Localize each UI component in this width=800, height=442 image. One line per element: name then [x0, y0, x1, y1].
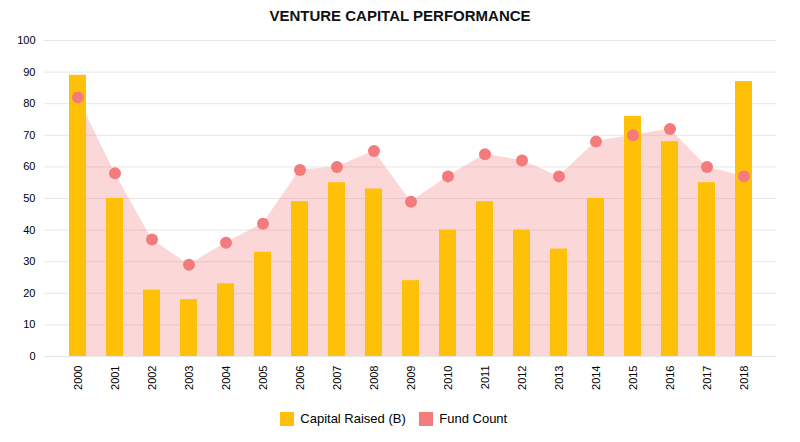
svg-text:60: 60: [23, 160, 35, 172]
svg-text:50: 50: [23, 192, 35, 204]
html-text:Fund Count: Fund Count: [439, 411, 508, 426]
svg-text:2006: 2006: [294, 366, 306, 390]
svg-text:2017: 2017: [701, 366, 713, 390]
svg-text:2005: 2005: [257, 366, 269, 390]
svg-text:2009: 2009: [405, 366, 417, 390]
svg-text:2003: 2003: [183, 366, 195, 390]
html-text:VENTURE CAPITAL PERFORMANCE: VENTURE CAPITAL PERFORMANCE: [269, 7, 531, 24]
svg-text:2007: 2007: [331, 366, 343, 390]
svg-text:2011: 2011: [479, 366, 491, 390]
svg-text:0: 0: [29, 350, 35, 362]
svg-text:2014: 2014: [590, 366, 602, 390]
svg-text:2002: 2002: [146, 366, 158, 390]
svg-text:2016: 2016: [664, 366, 676, 390]
svg-text:2018: 2018: [738, 366, 750, 390]
svg-text:80: 80: [23, 97, 35, 109]
svg-text:100: 100: [17, 34, 35, 46]
svg-text:2008: 2008: [368, 366, 380, 390]
svg-text:70: 70: [23, 129, 35, 141]
svg-text:20: 20: [23, 287, 35, 299]
svg-text:2010: 2010: [442, 366, 454, 390]
svg-text:10: 10: [23, 318, 35, 330]
svg-text:2000: 2000: [72, 366, 84, 390]
svg-text:2001: 2001: [109, 366, 121, 390]
svg-text:2012: 2012: [516, 366, 528, 390]
html-text:Capital Raised (B): Capital Raised (B): [300, 411, 406, 426]
svg-text:40: 40: [23, 224, 35, 236]
svg-text:2004: 2004: [220, 366, 232, 390]
svg-text:2013: 2013: [553, 366, 565, 390]
svg-text:90: 90: [23, 66, 35, 78]
svg-text:2015: 2015: [627, 366, 639, 390]
svg-text:30: 30: [23, 255, 35, 267]
